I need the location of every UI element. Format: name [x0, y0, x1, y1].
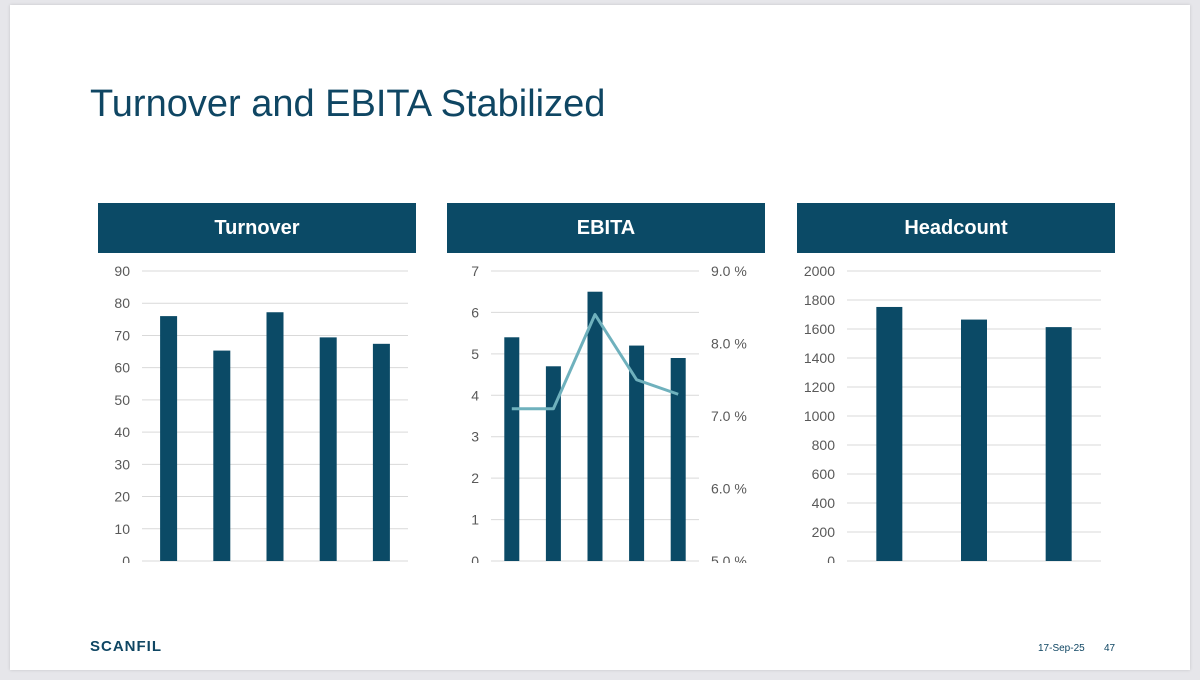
y2-tick-label: 7.0 %	[711, 408, 747, 424]
y-tick-label: 1	[471, 512, 479, 528]
y-tick-label: 0	[827, 553, 835, 563]
y-tick-label: 90	[114, 263, 130, 279]
headcount-header: Headcount	[797, 203, 1115, 253]
bar	[961, 319, 987, 561]
y-tick-label: 3	[471, 429, 479, 445]
y-tick-label: 1800	[804, 292, 835, 308]
ebita-margin-line	[511, 313, 679, 411]
ebita-chart: 01234567Q2 24Q 3 24Q4 24Q1 25Q2 255.0 %6…	[471, 263, 747, 563]
turnover-panel: Turnover 0102030405060708090Q2 24Q 3 24Q…	[98, 203, 416, 563]
y-tick-label: 0	[122, 553, 130, 563]
y-tick-label: 2000	[804, 263, 835, 279]
bar	[587, 291, 603, 561]
y-tick-label: 10	[114, 521, 130, 537]
y-tick-label: 30	[114, 456, 130, 472]
y-tick-label: 6	[471, 304, 479, 320]
bar	[1045, 327, 1072, 561]
y-tick-label: 400	[812, 495, 836, 511]
bar	[876, 306, 903, 561]
y2-tick-label: 5.0 %	[711, 553, 747, 563]
bar	[670, 358, 686, 561]
bar	[545, 366, 561, 561]
y-tick-label: 1600	[804, 321, 835, 337]
turnover-header: Turnover	[98, 203, 416, 253]
headcount-panel: Headcount 0 200 400 600 800 1000 1200 1400 1600 1…	[797, 203, 1115, 563]
bar	[319, 337, 337, 561]
y-tick-label: 70	[114, 327, 130, 343]
bar	[160, 316, 178, 561]
y-tick-label: 50	[114, 392, 130, 408]
y-tick-label: 200	[812, 524, 836, 540]
bar	[629, 345, 645, 561]
scanfil-logo: SCANFIL	[90, 638, 162, 655]
y2-tick-label: 8.0 %	[711, 336, 747, 352]
y-tick-label: 4	[471, 387, 479, 403]
bar	[213, 350, 231, 561]
y-tick-label: 20	[114, 489, 130, 505]
y-tick-label: 80	[114, 295, 130, 311]
y2-tick-label: 9.0 %	[711, 263, 747, 279]
slide: Turnover and EBITA Stabilized Turnover 0…	[10, 5, 1190, 670]
y-tick-label: 2	[471, 470, 479, 486]
y-tick-label: 5	[471, 346, 479, 362]
y-tick-label: 60	[114, 360, 130, 376]
footer-date: 17-Sep-25	[1038, 643, 1085, 654]
turnover-chart: 0102030405060708090Q2 24Q 3 24Q4 24Q1 25…	[114, 263, 408, 563]
ebita-header: EBITA	[447, 203, 765, 253]
headcount-chart: 0200400600800100012001400160018002000202…	[804, 263, 1101, 563]
slide-title: Turnover and EBITA Stabilized	[90, 83, 606, 125]
bar	[266, 312, 284, 561]
y-tick-label: 0	[471, 553, 479, 563]
ebita-panel: EBITA 01234567Q2 24Q 3 24Q4 24Q1 25Q2 25…	[447, 203, 765, 563]
y-tick-label: 1400	[804, 350, 835, 366]
bar	[372, 343, 390, 561]
y-tick-label: 40	[114, 424, 130, 440]
bar	[504, 337, 520, 561]
y2-tick-label: 6.0 %	[711, 481, 747, 497]
y-tick-label: 600	[812, 466, 836, 482]
y-tick-label: 800	[812, 437, 836, 453]
y-tick-label: 1000	[804, 408, 835, 424]
y-tick-label: 1200	[804, 379, 835, 395]
y-tick-label: 7	[471, 263, 479, 279]
page-number: 47	[1104, 643, 1116, 654]
